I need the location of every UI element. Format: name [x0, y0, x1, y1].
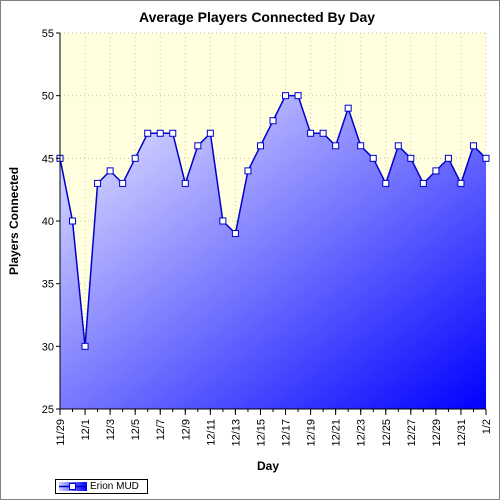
x-tick-label: 12/25	[381, 419, 393, 447]
x-tick-label: 12/3	[105, 419, 117, 440]
data-point	[94, 179, 102, 187]
data-point	[382, 179, 390, 187]
data-point	[407, 154, 415, 162]
series-area	[60, 95, 486, 410]
data-point	[319, 129, 327, 137]
data-point	[244, 167, 252, 175]
x-tick-label: 12/9	[180, 419, 192, 440]
data-point	[332, 142, 340, 150]
y-axis-label: Players Connected	[7, 167, 21, 275]
data-point	[156, 129, 164, 137]
x-tick-label: 12/15	[255, 419, 267, 447]
y-tick-label: 40	[42, 216, 54, 228]
data-point	[457, 179, 465, 187]
data-point	[131, 154, 139, 162]
data-point	[169, 129, 177, 137]
data-point	[444, 154, 452, 162]
y-tick-label: 35	[42, 279, 54, 291]
y-tick-label: 50	[42, 91, 54, 103]
data-point	[144, 129, 152, 137]
data-point	[294, 92, 302, 100]
chart-title: Average Players Connected By Day	[139, 9, 375, 25]
x-axis-label: Day	[257, 459, 279, 473]
x-tick-label: 12/27	[406, 419, 418, 447]
y-tick-label: 55	[42, 28, 54, 40]
data-point	[181, 179, 189, 187]
x-tick-label: 1/2	[481, 419, 493, 434]
data-point	[469, 142, 477, 150]
data-point	[344, 104, 352, 112]
legend-label: Erion MUD	[90, 481, 139, 492]
y-tick-label: 45	[42, 153, 54, 165]
data-point	[282, 92, 290, 100]
legend-swatch	[59, 482, 87, 491]
x-tick-label: 12/11	[205, 419, 217, 446]
series-markers	[56, 92, 490, 350]
data-point	[269, 117, 277, 125]
data-point	[81, 342, 89, 350]
y-ticks: 25 30 35 40 45 50 55	[42, 28, 60, 416]
data-point	[419, 179, 427, 187]
x-tick-label: 12/21	[331, 419, 343, 447]
x-tick-label: 12/31	[456, 419, 468, 447]
data-point	[194, 142, 202, 150]
data-point	[307, 129, 315, 137]
x-tick-label: 12/19	[306, 419, 318, 447]
data-point	[482, 154, 490, 162]
data-point	[357, 142, 365, 150]
data-point	[106, 167, 114, 175]
x-tick-label: 12/1	[80, 419, 92, 440]
data-point	[394, 142, 402, 150]
data-point	[256, 142, 264, 150]
x-tick-label: 12/29	[431, 419, 443, 447]
x-tick-label: 11/29	[55, 419, 67, 446]
y-tick-label: 30	[42, 341, 54, 353]
x-ticks: 11/29 12/1 12/3 12/5 12/7 12/9 12/11 12/13 12/15…	[55, 409, 493, 447]
data-point	[231, 230, 239, 238]
legend: Erion MUD	[55, 479, 148, 494]
y-tick-label: 25	[42, 404, 54, 416]
x-tick-label: 12/5	[130, 419, 142, 440]
data-point	[369, 154, 377, 162]
data-point	[119, 179, 127, 187]
data-point	[206, 129, 214, 137]
data-point	[69, 217, 77, 225]
x-tick-label: 12/7	[155, 419, 167, 440]
data-point	[219, 217, 227, 225]
x-tick-label: 12/23	[356, 419, 368, 447]
data-point	[432, 167, 440, 175]
x-tick-label: 12/17	[281, 419, 293, 447]
x-tick-label: 12/13	[230, 419, 242, 447]
